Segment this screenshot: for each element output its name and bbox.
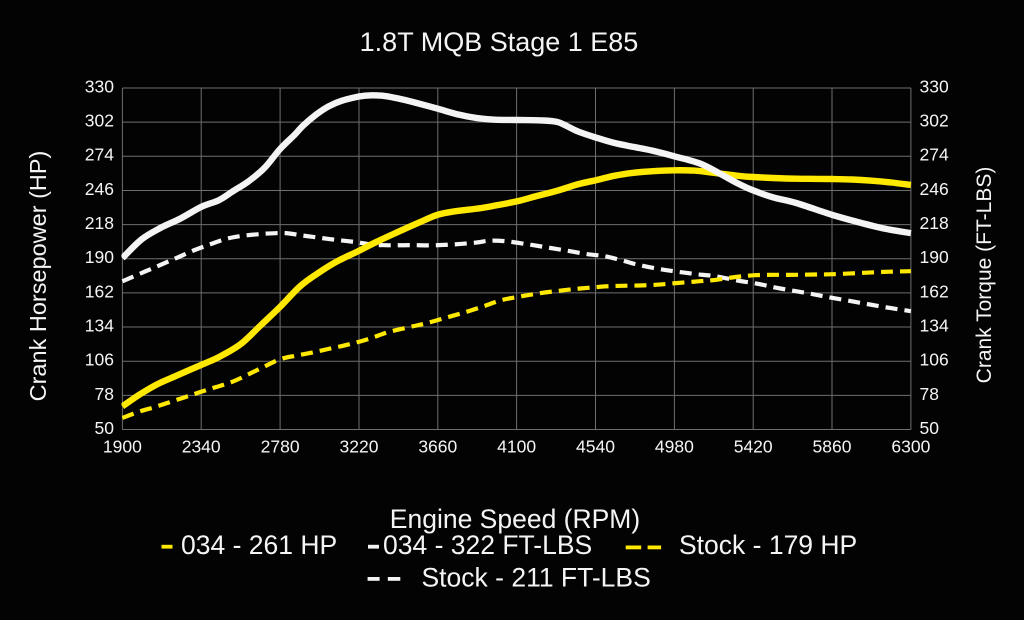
svg-text:330: 330 <box>85 76 114 96</box>
svg-text:2340: 2340 <box>182 436 221 456</box>
svg-text:134: 134 <box>920 315 949 335</box>
svg-text:3660: 3660 <box>418 436 457 456</box>
svg-text:6300: 6300 <box>891 436 930 456</box>
svg-text:50: 50 <box>95 418 115 438</box>
svg-text:5860: 5860 <box>813 436 852 456</box>
svg-text:162: 162 <box>85 281 114 301</box>
svg-text:1.8T MQB Stage 1 E85: 1.8T MQB Stage 1 E85 <box>360 27 639 57</box>
svg-text:190: 190 <box>920 247 949 267</box>
svg-text:134: 134 <box>85 315 114 335</box>
svg-text:5420: 5420 <box>734 436 773 456</box>
svg-text:190: 190 <box>85 247 114 267</box>
svg-text:Stock - 179 HP: Stock - 179 HP <box>679 530 857 560</box>
svg-text:Engine Speed (RPM): Engine Speed (RPM) <box>390 504 640 534</box>
svg-text:246: 246 <box>920 179 949 199</box>
svg-text:3220: 3220 <box>340 436 379 456</box>
svg-text:Crank Torque (FT-LBS): Crank Torque (FT-LBS) <box>973 167 996 384</box>
svg-text:034 - 322 FT-LBS: 034 - 322 FT-LBS <box>383 530 592 560</box>
svg-text:162: 162 <box>920 281 949 301</box>
svg-text:302: 302 <box>85 111 114 131</box>
svg-text:Crank Horsepower (HP): Crank Horsepower (HP) <box>25 151 51 402</box>
svg-text:274: 274 <box>85 145 114 165</box>
svg-text:218: 218 <box>920 213 949 233</box>
svg-text:034 - 261 HP: 034 - 261 HP <box>181 530 337 560</box>
svg-text:106: 106 <box>85 350 114 370</box>
svg-text:78: 78 <box>95 384 114 404</box>
svg-text:218: 218 <box>85 213 114 233</box>
svg-text:4980: 4980 <box>655 436 694 456</box>
svg-text:246: 246 <box>85 179 114 199</box>
svg-text:1900: 1900 <box>103 436 142 456</box>
svg-text:4100: 4100 <box>497 436 536 456</box>
svg-text:Stock - 211 FT-LBS: Stock - 211 FT-LBS <box>422 563 651 593</box>
svg-text:274: 274 <box>920 145 949 165</box>
svg-text:78: 78 <box>920 384 939 404</box>
svg-text:4540: 4540 <box>576 436 615 456</box>
svg-text:302: 302 <box>920 111 949 131</box>
svg-text:2780: 2780 <box>261 436 300 456</box>
svg-text:50: 50 <box>920 418 940 438</box>
svg-text:330: 330 <box>920 76 949 96</box>
svg-text:106: 106 <box>920 350 949 370</box>
